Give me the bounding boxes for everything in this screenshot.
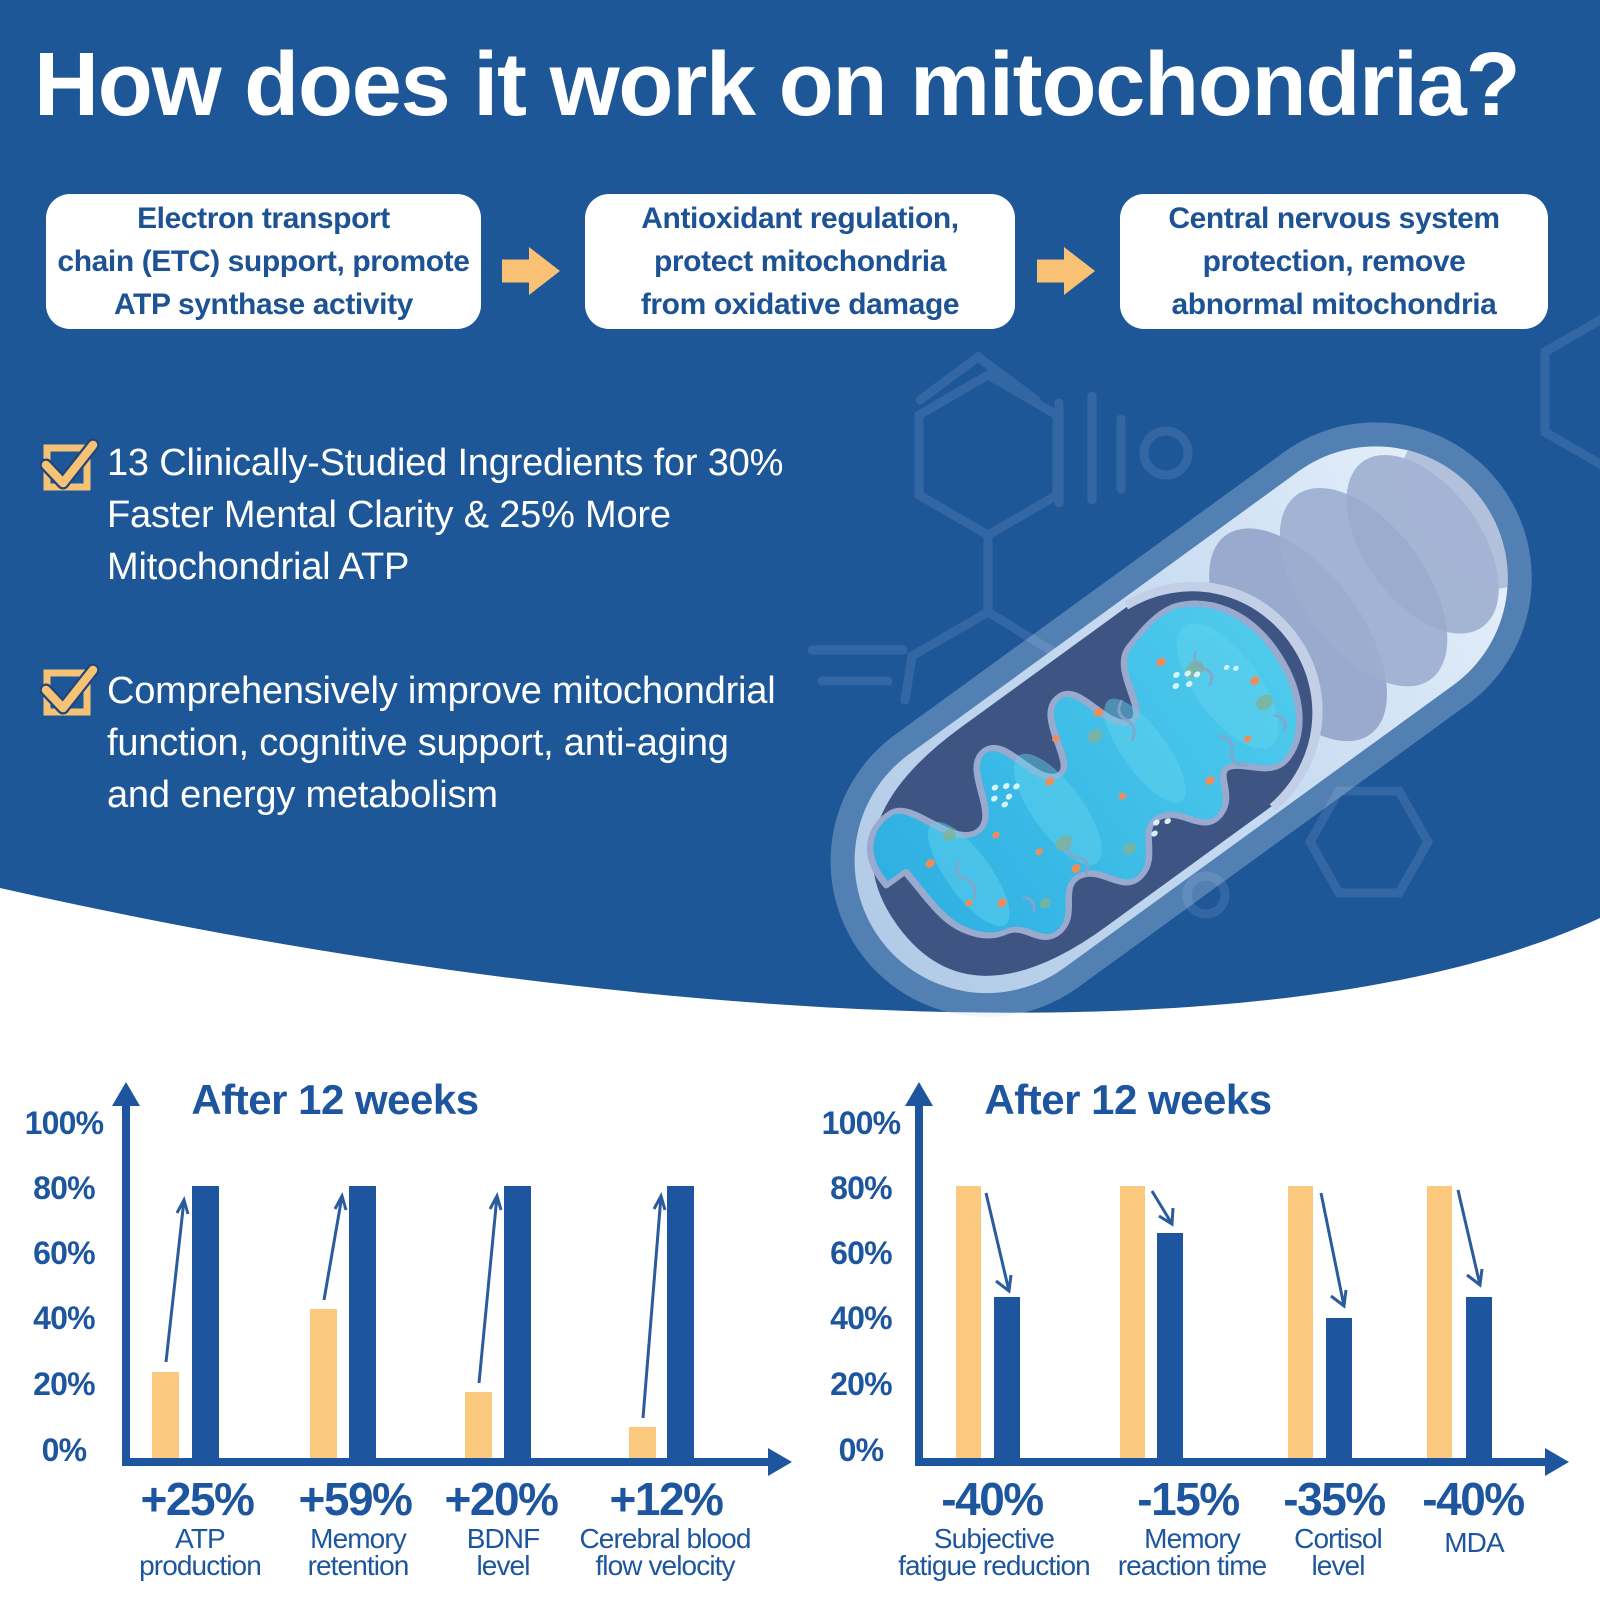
svg-text:20%: 20% bbox=[33, 1366, 95, 1402]
svg-text:Memory: Memory bbox=[1144, 1523, 1241, 1554]
svg-text:80%: 80% bbox=[830, 1170, 892, 1206]
svg-text:40%: 40% bbox=[33, 1300, 95, 1336]
svg-text:flow velocity: flow velocity bbox=[595, 1550, 735, 1581]
svg-text:0%: 0% bbox=[839, 1432, 884, 1468]
svg-text:Subjective: Subjective bbox=[934, 1523, 1055, 1554]
svg-text:ATP: ATP bbox=[175, 1523, 225, 1554]
svg-text:After 12 weeks: After 12 weeks bbox=[984, 1076, 1271, 1123]
svg-text:+25%: +25% bbox=[141, 1473, 255, 1525]
svg-text:BDNF: BDNF bbox=[467, 1523, 540, 1554]
svg-text:+12%: +12% bbox=[610, 1473, 724, 1525]
svg-text:production: production bbox=[139, 1550, 261, 1581]
svg-text:level: level bbox=[476, 1550, 529, 1581]
svg-text:60%: 60% bbox=[830, 1235, 892, 1271]
svg-text:0%: 0% bbox=[42, 1432, 87, 1468]
svg-text:fatigue reduction: fatigue reduction bbox=[898, 1550, 1090, 1581]
svg-text:-40%: -40% bbox=[941, 1473, 1043, 1525]
svg-text:reaction time: reaction time bbox=[1118, 1550, 1267, 1581]
svg-text:retention: retention bbox=[308, 1550, 409, 1581]
svg-text:40%: 40% bbox=[830, 1300, 892, 1336]
svg-text:+20%: +20% bbox=[445, 1473, 559, 1525]
svg-text:MDA: MDA bbox=[1444, 1527, 1505, 1558]
svg-text:After 12 weeks: After 12 weeks bbox=[191, 1076, 478, 1123]
svg-text:+59%: +59% bbox=[299, 1473, 413, 1525]
svg-text:60%: 60% bbox=[33, 1235, 95, 1271]
svg-text:-15%: -15% bbox=[1137, 1473, 1239, 1525]
svg-text:Memory: Memory bbox=[310, 1523, 407, 1554]
svg-text:100%: 100% bbox=[25, 1105, 104, 1141]
svg-text:-35%: -35% bbox=[1283, 1473, 1385, 1525]
svg-text:level: level bbox=[1311, 1550, 1364, 1581]
svg-text:80%: 80% bbox=[33, 1170, 95, 1206]
svg-text:20%: 20% bbox=[830, 1366, 892, 1402]
svg-text:-40%: -40% bbox=[1422, 1473, 1524, 1525]
svg-text:100%: 100% bbox=[822, 1105, 901, 1141]
svg-text:Cortisol: Cortisol bbox=[1294, 1523, 1382, 1554]
svg-text:Cerebral blood: Cerebral blood bbox=[579, 1523, 750, 1554]
